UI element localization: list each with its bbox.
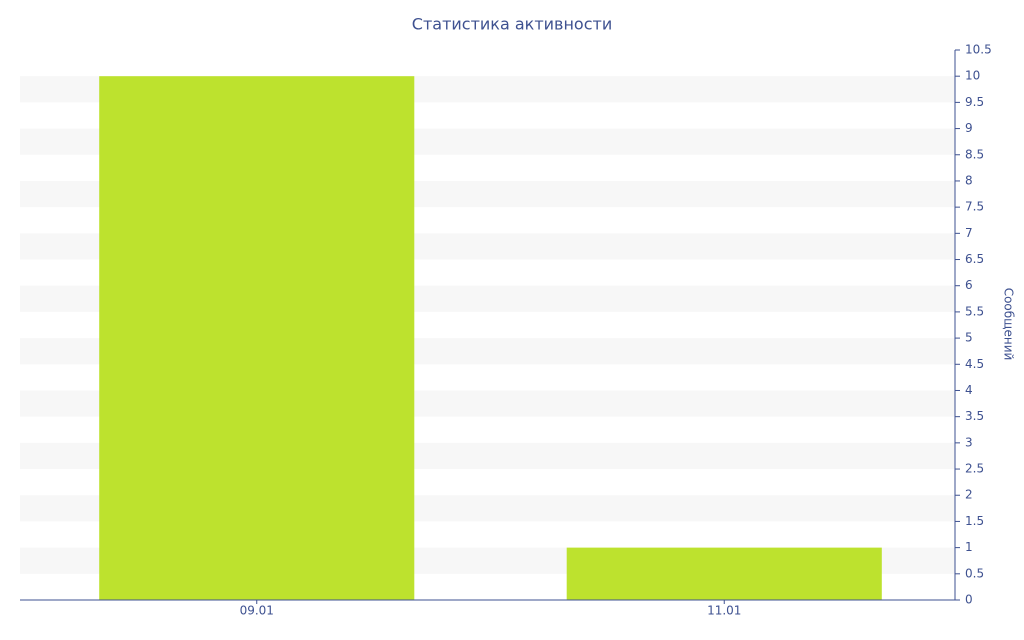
y-tick-label: 9.5: [965, 95, 984, 109]
y-tick-label: 7: [965, 226, 973, 240]
y-tick-label: 0.5: [965, 566, 984, 580]
y-tick-label: 2.5: [965, 462, 984, 476]
y-tick-label: 0: [965, 593, 973, 607]
y-tick-label: 3.5: [965, 409, 984, 423]
y-tick-label: 10: [965, 69, 980, 83]
y-tick-label: 1: [965, 540, 973, 554]
bar: [566, 547, 882, 600]
y-tick-label: 3: [965, 435, 973, 449]
x-tick-label: 09.01: [240, 604, 274, 618]
y-tick-label: 5.5: [965, 304, 984, 318]
y-tick-label: 5: [965, 331, 973, 345]
y-tick-label: 8: [965, 173, 973, 187]
y-tick-label: 2: [965, 488, 973, 502]
y-tick-label: 1.5: [965, 514, 984, 528]
chart-title: Статистика активности: [412, 15, 612, 34]
bar: [99, 76, 415, 600]
y-tick-label: 4: [965, 383, 973, 397]
y-axis-label: Сообщений: [1002, 288, 1016, 361]
y-tick-label: 6: [965, 278, 973, 292]
y-tick-label: 10.5: [965, 43, 992, 57]
x-tick-label: 11.01: [707, 604, 741, 618]
y-tick-label: 8.5: [965, 147, 984, 161]
y-tick-label: 4.5: [965, 357, 984, 371]
y-tick-label: 9: [965, 121, 973, 135]
y-tick-label: 7.5: [965, 200, 984, 214]
y-tick-label: 6.5: [965, 252, 984, 266]
